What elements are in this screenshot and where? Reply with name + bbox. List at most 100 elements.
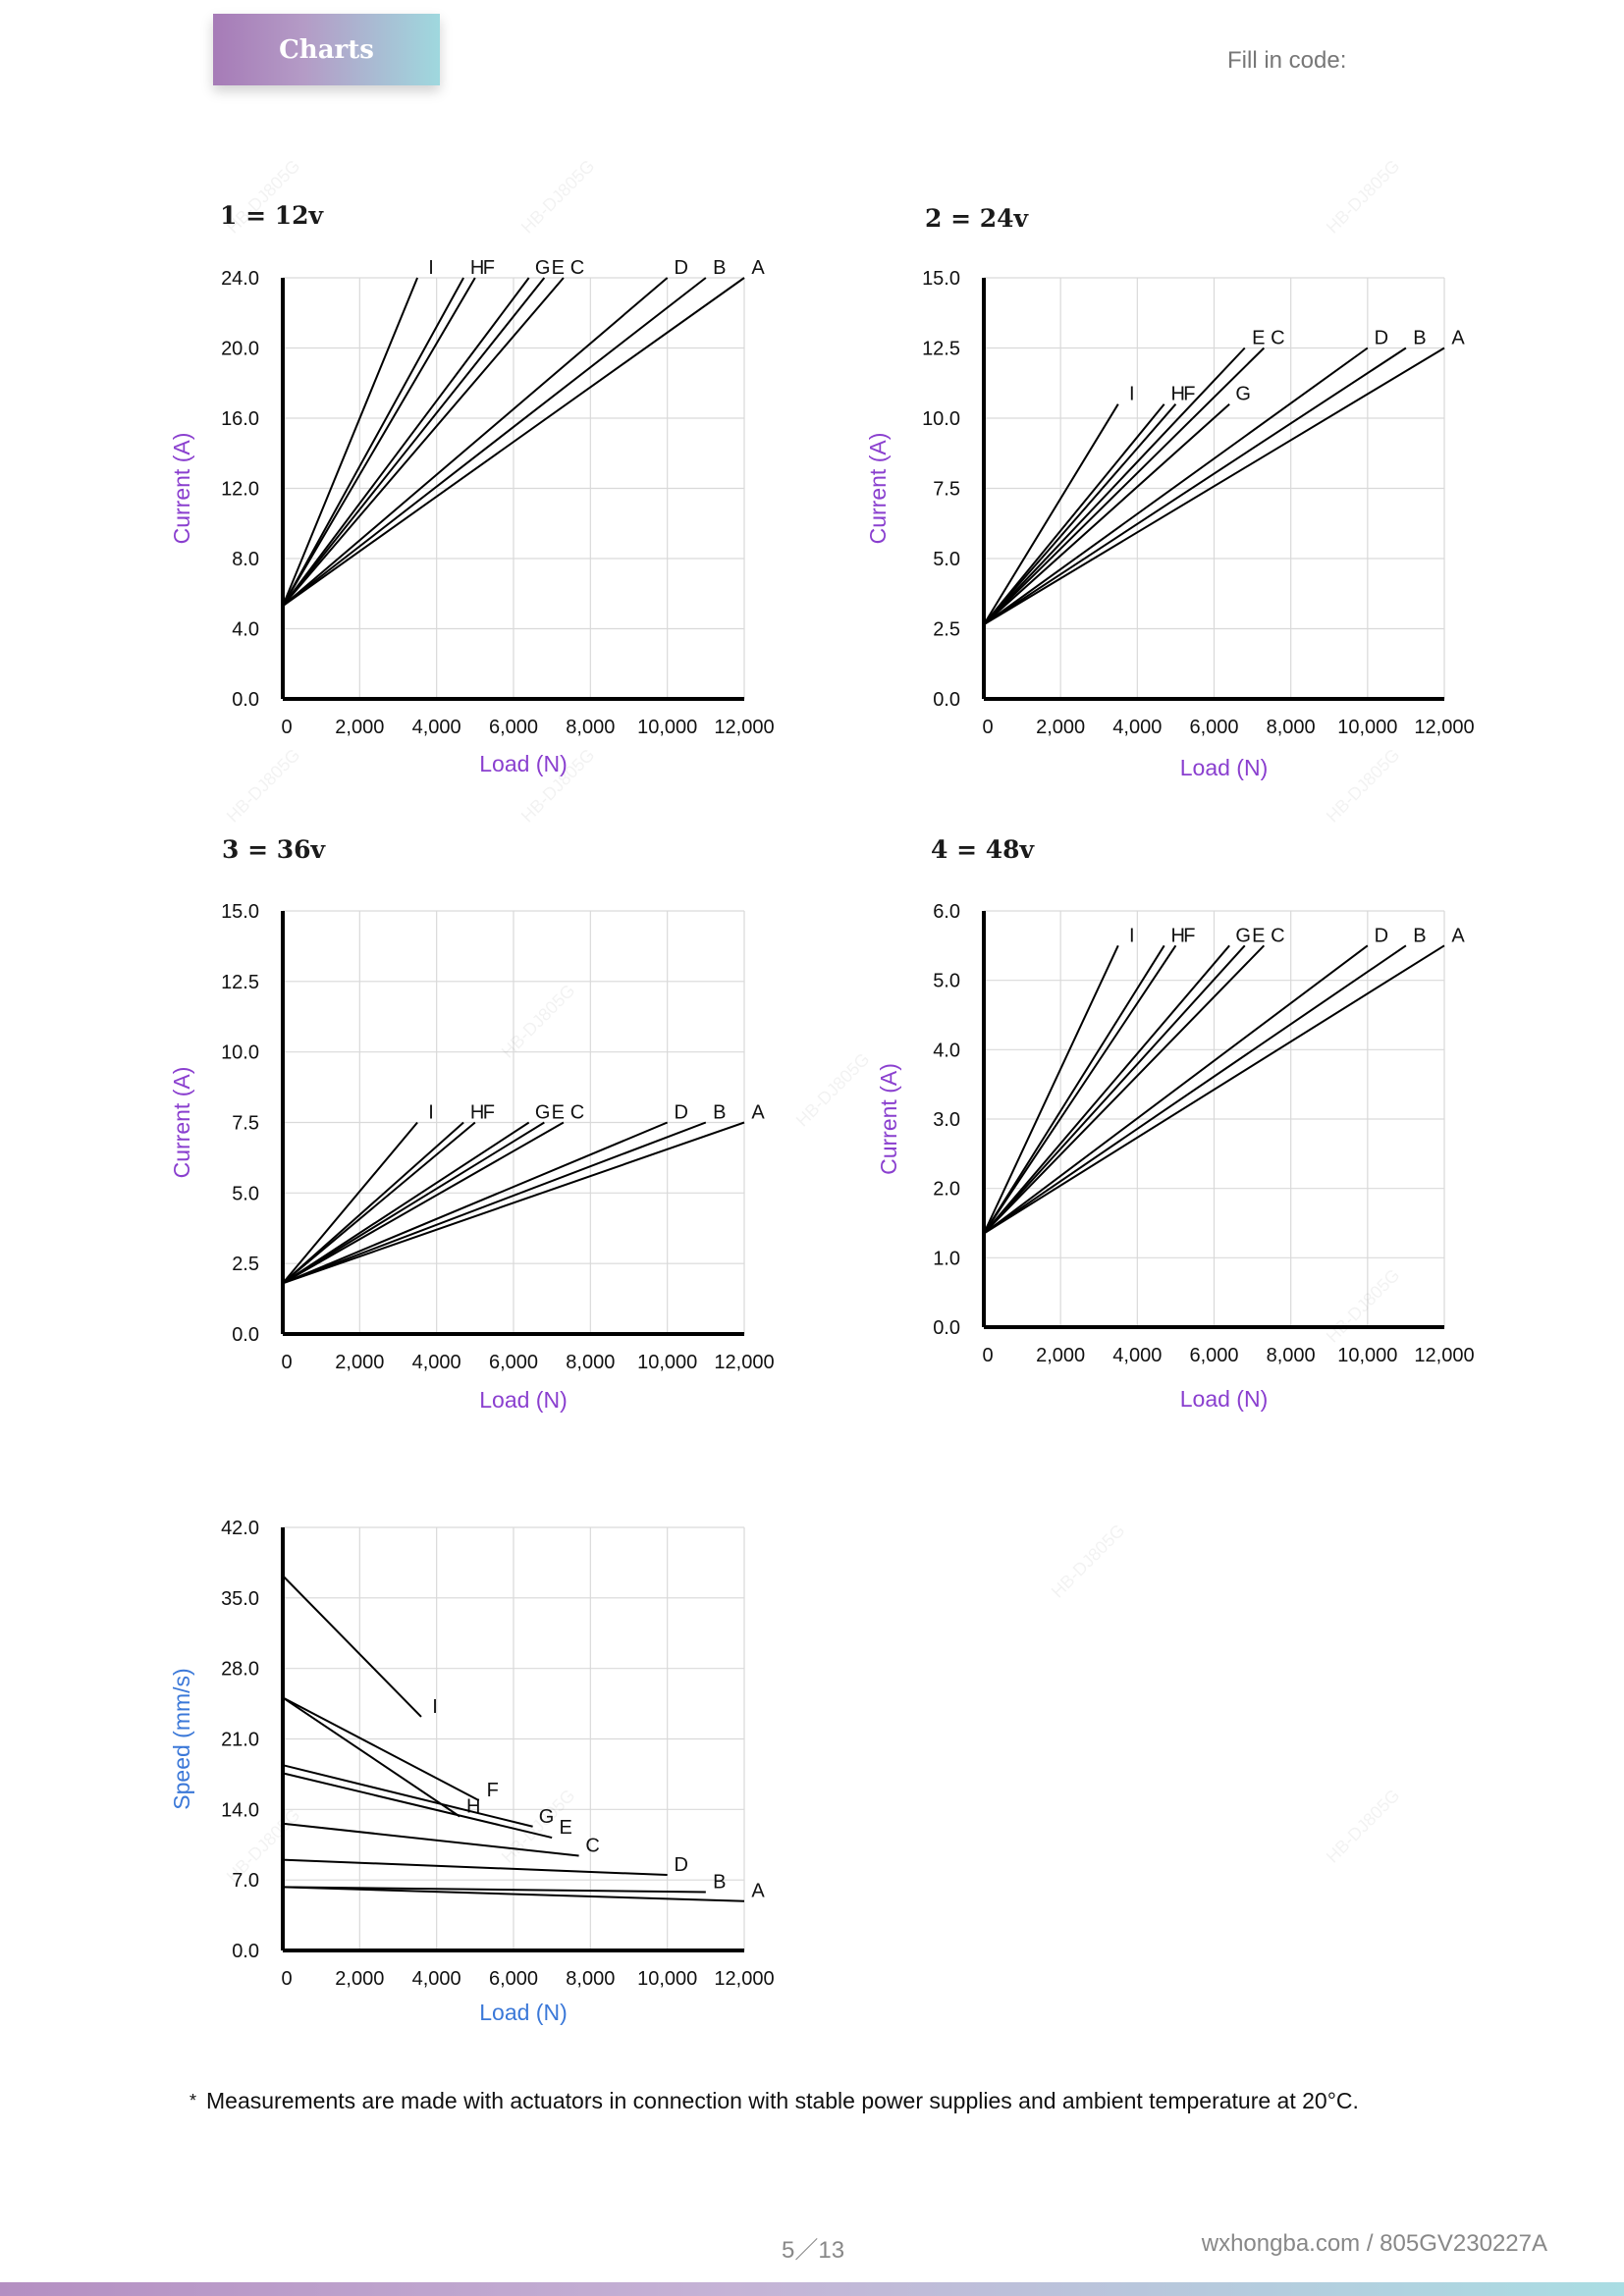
series-line-h xyxy=(983,944,1165,1235)
y-tick-label: 2.5 xyxy=(933,619,960,641)
series-line-i xyxy=(983,403,1119,625)
series-line-b xyxy=(282,1886,706,1894)
series-line-d xyxy=(282,1121,669,1285)
y-axis-label: Speed (mm/s) xyxy=(169,1668,194,1809)
series-label-i: I xyxy=(428,1102,434,1124)
y-axis-label: Current (A) xyxy=(169,1067,194,1179)
series-label-c: C xyxy=(570,257,584,279)
y-tick-label: 21.0 xyxy=(221,1730,259,1751)
x-tick-label: 0 xyxy=(982,1345,993,1366)
y-tick-label: 2.5 xyxy=(232,1254,259,1275)
y-tick-label: 1.0 xyxy=(933,1248,960,1269)
x-tick-label: 8,000 xyxy=(1267,1345,1316,1366)
series-line-e xyxy=(282,1121,545,1285)
series-line-d xyxy=(282,277,669,608)
series-line-g xyxy=(983,944,1230,1235)
series-label-d: D xyxy=(674,1102,687,1124)
y-tick-label: 10.0 xyxy=(922,408,960,430)
y-tick-label: 0.0 xyxy=(232,1941,259,1962)
series-label-a: A xyxy=(751,1102,765,1124)
x-tick-label: 4,000 xyxy=(412,1352,461,1373)
series-label-b: B xyxy=(713,257,726,279)
series-line-e xyxy=(983,944,1246,1235)
y-axis-label: Current (A) xyxy=(865,433,891,545)
series-line-h xyxy=(282,1121,464,1285)
series-label-d: D xyxy=(674,1854,687,1876)
x-tick-label: 6,000 xyxy=(1189,717,1238,738)
series-label-f: F xyxy=(483,257,495,279)
x-tick-label: 2,000 xyxy=(335,1968,384,1990)
series-label-a: A xyxy=(1451,925,1465,946)
series-line-h xyxy=(282,277,464,607)
series-line-g xyxy=(282,1121,530,1285)
series-label-b: B xyxy=(1413,925,1426,946)
y-tick-label: 3.0 xyxy=(933,1109,960,1131)
series-label-i: I xyxy=(1129,925,1135,946)
series-line-g xyxy=(282,277,530,607)
series-label-i: I xyxy=(428,257,434,279)
series-label-h: H xyxy=(470,257,484,279)
series-line-d xyxy=(282,1858,668,1877)
series-label-e: E xyxy=(552,1102,565,1124)
footer-site: wxhongba.com / 805GV230227A xyxy=(1201,2230,1547,2257)
series-label-f: F xyxy=(483,1102,495,1124)
series-label-e: E xyxy=(559,1817,571,1839)
x-tick-label: 10,000 xyxy=(637,1352,697,1373)
series-label-g: G xyxy=(1235,925,1251,946)
y-tick-label: 7.0 xyxy=(232,1870,259,1892)
y-tick-label: 15.0 xyxy=(221,901,259,923)
series-line-h xyxy=(282,1696,460,1818)
y-tick-label: 0.0 xyxy=(933,689,960,711)
series-line-d xyxy=(983,347,1369,626)
y-tick-label: 8.0 xyxy=(232,549,259,570)
series-label-d: D xyxy=(1375,925,1388,946)
series-label-c: C xyxy=(570,1102,584,1124)
x-tick-label: 2,000 xyxy=(335,717,384,738)
measurement-footnote: * Measurements are made with actuators in… xyxy=(189,2088,1359,2114)
series-line-b xyxy=(282,1121,707,1285)
series-line-d xyxy=(983,944,1369,1235)
x-tick-label: 12,000 xyxy=(714,1352,774,1373)
y-tick-label: 12.5 xyxy=(922,339,960,360)
x-tick-label: 4,000 xyxy=(1112,1345,1162,1366)
series-line-f xyxy=(282,1696,480,1801)
x-axis-label: Load (N) xyxy=(479,751,567,776)
x-tick-label: 10,000 xyxy=(1337,717,1397,738)
x-tick-label: 8,000 xyxy=(566,717,615,738)
series-label-b: B xyxy=(713,1871,726,1893)
x-tick-label: 12,000 xyxy=(1414,1345,1474,1366)
y-tick-label: 20.0 xyxy=(221,339,259,360)
series-label-a: A xyxy=(751,257,765,279)
x-axis-label: Load (N) xyxy=(1180,1386,1268,1412)
x-tick-label: 12,000 xyxy=(1414,717,1474,738)
x-tick-label: 2,000 xyxy=(1036,717,1085,738)
y-tick-label: 0.0 xyxy=(933,1317,960,1339)
series-label-g: G xyxy=(535,1102,551,1124)
y-tick-label: 0.0 xyxy=(232,1324,259,1346)
chart-title-24v: 2 = 24v xyxy=(925,204,1029,233)
series-line-i xyxy=(282,277,419,607)
y-tick-label: 42.0 xyxy=(221,1518,259,1539)
series-label-c: C xyxy=(1271,328,1284,349)
y-tick-label: 5.0 xyxy=(933,549,960,570)
y-tick-label: 15.0 xyxy=(922,268,960,290)
series-line-i xyxy=(983,944,1119,1235)
y-tick-label: 0.0 xyxy=(232,689,259,711)
series-line-a xyxy=(282,1886,745,1902)
y-tick-label: 7.5 xyxy=(232,1113,259,1135)
series-line-c xyxy=(282,1121,565,1285)
x-tick-label: 6,000 xyxy=(489,1352,538,1373)
series-line-f xyxy=(282,1121,476,1285)
chart-title-12v: 1 = 12v xyxy=(220,201,324,230)
x-tick-label: 4,000 xyxy=(412,1968,461,1990)
series-label-b: B xyxy=(1413,328,1426,349)
x-tick-label: 6,000 xyxy=(1189,1345,1238,1366)
series-label-h: H xyxy=(1170,384,1184,405)
y-tick-label: 4.0 xyxy=(933,1040,960,1061)
series-line-e xyxy=(282,1772,553,1840)
x-axis-label: Load (N) xyxy=(1180,755,1268,780)
x-tick-label: 8,000 xyxy=(566,1968,615,1990)
y-tick-label: 28.0 xyxy=(221,1659,259,1681)
charts-section-tab: Charts xyxy=(213,14,440,85)
